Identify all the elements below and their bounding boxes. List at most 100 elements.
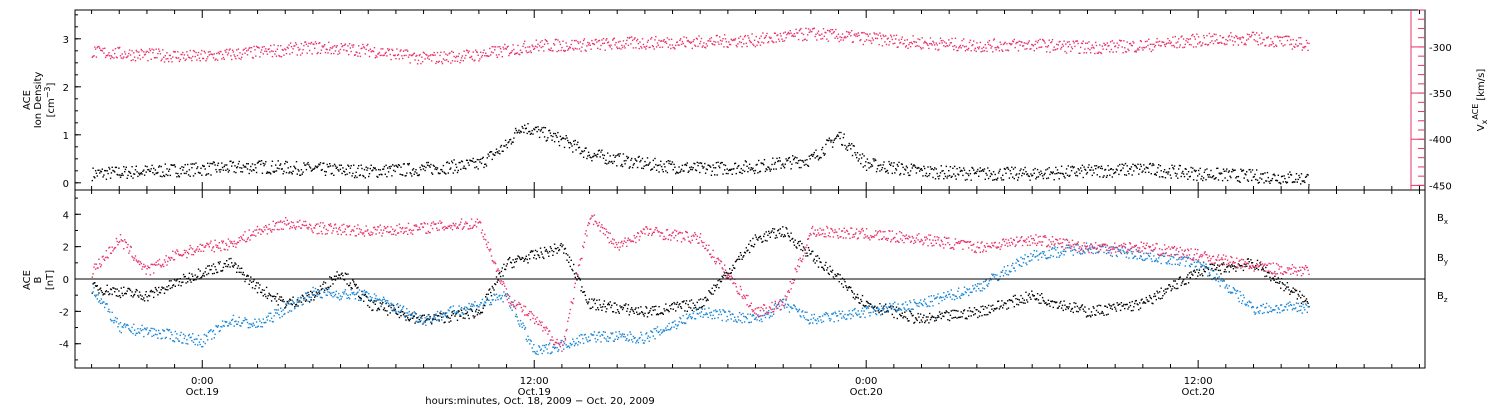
by-point	[305, 293, 308, 295]
vx-point	[338, 50, 340, 52]
bx-point	[979, 311, 981, 313]
density-point	[720, 161, 723, 164]
by-point	[265, 321, 267, 324]
by-point	[280, 310, 283, 313]
bx-point	[1078, 307, 1080, 309]
vx-point	[717, 41, 719, 43]
density-point	[814, 157, 816, 159]
bx-point	[789, 239, 791, 242]
by-point	[407, 312, 409, 314]
vx-point	[660, 40, 663, 42]
bx-point	[1167, 287, 1169, 290]
vx-point	[1259, 37, 1261, 39]
density-point	[290, 171, 293, 174]
bx-point	[1301, 294, 1303, 296]
density-point	[1021, 172, 1024, 174]
density-point	[699, 162, 702, 164]
density-point	[549, 132, 552, 134]
vx-point	[832, 32, 835, 34]
density-point	[911, 167, 913, 169]
vx-point	[91, 56, 93, 58]
bx-point	[533, 257, 535, 259]
vx-point	[1153, 46, 1156, 48]
density-point	[1054, 173, 1056, 175]
density-point	[1126, 165, 1128, 167]
vx-point	[1182, 38, 1185, 40]
by-point	[327, 291, 329, 293]
bx-point	[537, 254, 539, 256]
density-point	[738, 171, 741, 173]
density-point	[1150, 173, 1152, 175]
density-point	[503, 145, 505, 147]
vx-point	[1219, 35, 1221, 37]
bx-point	[162, 287, 164, 289]
bx-point	[657, 313, 659, 316]
bx-point	[1166, 288, 1168, 290]
density-point	[678, 166, 680, 168]
vx-point	[704, 46, 706, 48]
by-point	[426, 316, 428, 318]
vx-point	[1119, 39, 1121, 41]
bx-point	[1153, 293, 1156, 295]
density-point	[562, 137, 564, 139]
vx-point	[506, 46, 508, 48]
density-point	[945, 165, 947, 168]
by-point	[213, 337, 215, 339]
vx-point	[1077, 42, 1079, 45]
density-point	[864, 165, 866, 167]
density-point	[175, 172, 177, 174]
vx-point	[1137, 47, 1139, 50]
bx-point	[947, 319, 949, 321]
by-point	[458, 305, 460, 307]
vx-point	[179, 58, 181, 61]
density-point	[1296, 181, 1298, 183]
bx-point	[125, 293, 127, 295]
bx-point	[797, 241, 800, 243]
density-point	[777, 160, 780, 162]
bx-point	[282, 299, 284, 301]
bx-point	[539, 247, 542, 249]
by-point	[189, 337, 191, 339]
bx-point	[1218, 265, 1220, 267]
density-point	[1214, 177, 1216, 180]
density-point	[1217, 179, 1220, 181]
bx-point	[261, 289, 264, 291]
vx-point	[410, 54, 412, 56]
density-point	[1090, 169, 1092, 171]
bx-point	[1109, 307, 1112, 309]
density-point	[669, 160, 671, 162]
vx-point	[887, 37, 889, 39]
bx-point	[478, 309, 480, 312]
bx-point	[1205, 266, 1207, 268]
bx-point	[310, 299, 313, 301]
vx-point	[282, 49, 284, 51]
bx-point	[1285, 286, 1288, 288]
density-point	[115, 166, 118, 169]
vx-point	[364, 53, 366, 55]
by-point	[106, 303, 108, 305]
density-point	[1035, 178, 1037, 180]
bx-point	[770, 231, 772, 234]
density-point	[796, 157, 798, 159]
by-point	[289, 310, 291, 312]
bx-point	[953, 309, 956, 312]
by-point	[535, 353, 537, 355]
bx-point	[1207, 268, 1210, 271]
bx-point	[836, 273, 839, 275]
vx-point	[272, 50, 274, 53]
bx-point	[97, 289, 99, 291]
density-point	[132, 177, 134, 179]
bx-point	[253, 279, 255, 281]
vx-point	[177, 51, 179, 53]
by-point	[360, 299, 362, 301]
vx-point	[1236, 36, 1238, 38]
density-point	[122, 174, 124, 176]
density-point	[458, 161, 460, 164]
vx-point	[1103, 42, 1105, 44]
vx-point	[764, 36, 767, 39]
bx-point	[477, 312, 479, 314]
density-point	[454, 169, 456, 172]
by-point	[159, 332, 162, 335]
vx-point	[151, 48, 153, 50]
bx-point	[1059, 302, 1061, 304]
